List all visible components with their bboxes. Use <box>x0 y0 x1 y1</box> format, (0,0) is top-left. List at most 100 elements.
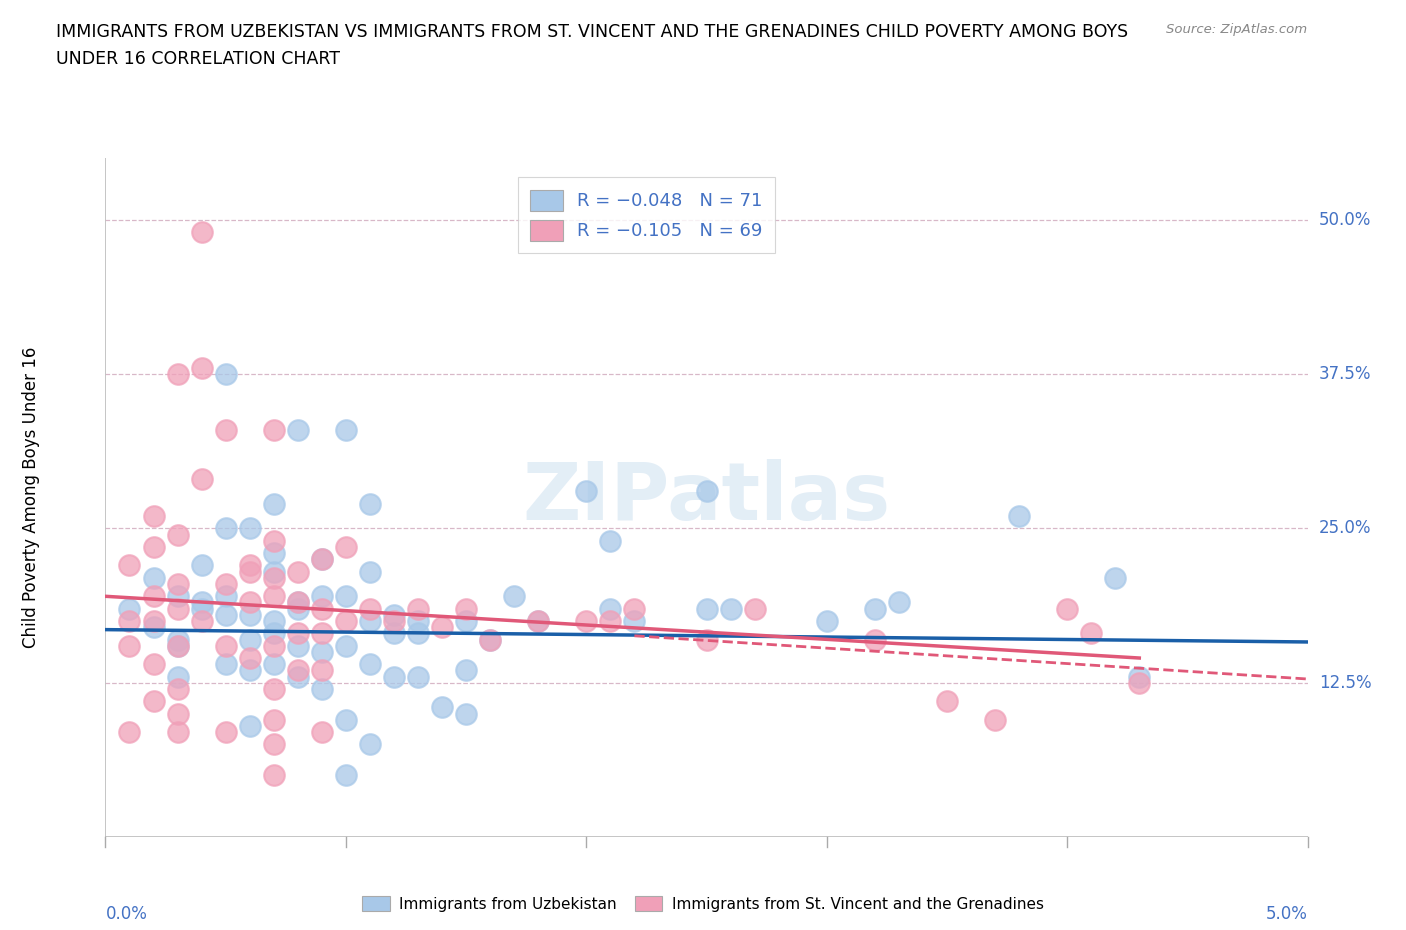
Point <box>166 527 188 542</box>
Point <box>118 638 141 653</box>
Point <box>744 601 766 616</box>
Point <box>190 472 212 486</box>
Point <box>263 565 285 579</box>
Point <box>936 694 959 709</box>
Point <box>190 558 212 573</box>
Point <box>287 595 309 610</box>
Point <box>1128 675 1150 690</box>
Point <box>214 589 236 604</box>
Point <box>239 565 262 579</box>
Point <box>142 539 165 554</box>
Point <box>214 724 236 739</box>
Point <box>984 712 1007 727</box>
Point <box>214 657 236 671</box>
Point <box>1128 669 1150 684</box>
Point <box>406 601 429 616</box>
Point <box>1104 570 1126 585</box>
Point <box>406 626 429 641</box>
Point <box>359 737 381 751</box>
Point <box>1008 509 1031 524</box>
Point <box>696 484 718 498</box>
Point <box>287 601 309 616</box>
Point <box>239 595 262 610</box>
Text: 5.0%: 5.0% <box>1265 905 1308 923</box>
Point <box>335 712 357 727</box>
Point <box>696 601 718 616</box>
Point <box>166 601 188 616</box>
Point <box>263 768 285 783</box>
Text: 37.5%: 37.5% <box>1319 365 1371 383</box>
Point <box>575 614 598 629</box>
Point <box>359 565 381 579</box>
Point <box>406 614 429 629</box>
Point <box>382 626 405 641</box>
Point <box>287 595 309 610</box>
Point <box>335 638 357 653</box>
Point <box>166 638 188 653</box>
Point <box>454 614 477 629</box>
Point <box>142 570 165 585</box>
Point <box>142 694 165 709</box>
Point <box>311 644 333 659</box>
Point <box>239 558 262 573</box>
Point <box>311 551 333 566</box>
Point <box>696 632 718 647</box>
Point <box>166 366 188 381</box>
Point <box>359 614 381 629</box>
Point <box>118 724 141 739</box>
Point <box>263 497 285 512</box>
Point <box>214 607 236 622</box>
Point <box>815 614 838 629</box>
Point <box>214 521 236 536</box>
Point <box>311 663 333 678</box>
Point <box>863 601 886 616</box>
Point <box>263 533 285 548</box>
Point <box>263 570 285 585</box>
Text: 25.0%: 25.0% <box>1319 520 1371 538</box>
Point <box>214 366 236 381</box>
Point <box>190 614 212 629</box>
Point <box>142 619 165 634</box>
Point <box>863 632 886 647</box>
Point <box>887 595 910 610</box>
Point <box>214 422 236 437</box>
Point <box>335 422 357 437</box>
Text: IMMIGRANTS FROM UZBEKISTAN VS IMMIGRANTS FROM ST. VINCENT AND THE GRENADINES CHI: IMMIGRANTS FROM UZBEKISTAN VS IMMIGRANTS… <box>56 23 1129 68</box>
Legend: R = −0.048   N = 71, R = −0.105   N = 69: R = −0.048 N = 71, R = −0.105 N = 69 <box>517 178 775 253</box>
Point <box>190 225 212 240</box>
Point <box>623 614 645 629</box>
Point <box>166 638 188 653</box>
Point <box>263 682 285 697</box>
Point <box>527 614 550 629</box>
Point <box>190 595 212 610</box>
Point <box>118 601 141 616</box>
Point <box>118 558 141 573</box>
Point <box>599 601 621 616</box>
Point <box>430 619 453 634</box>
Point <box>311 626 333 641</box>
Point <box>382 669 405 684</box>
Point <box>287 626 309 641</box>
Point <box>311 601 333 616</box>
Point <box>454 663 477 678</box>
Point <box>479 632 502 647</box>
Point <box>311 551 333 566</box>
Point <box>263 614 285 629</box>
Point <box>166 706 188 721</box>
Point <box>190 601 212 616</box>
Point <box>214 577 236 591</box>
Point <box>311 724 333 739</box>
Text: 50.0%: 50.0% <box>1319 211 1371 229</box>
Point <box>263 638 285 653</box>
Point <box>263 712 285 727</box>
Point <box>214 638 236 653</box>
Point <box>166 682 188 697</box>
Point <box>359 657 381 671</box>
Point <box>263 737 285 751</box>
Point <box>239 521 262 536</box>
Point <box>263 657 285 671</box>
Point <box>118 614 141 629</box>
Point <box>311 589 333 604</box>
Point <box>287 669 309 684</box>
Point <box>454 706 477 721</box>
